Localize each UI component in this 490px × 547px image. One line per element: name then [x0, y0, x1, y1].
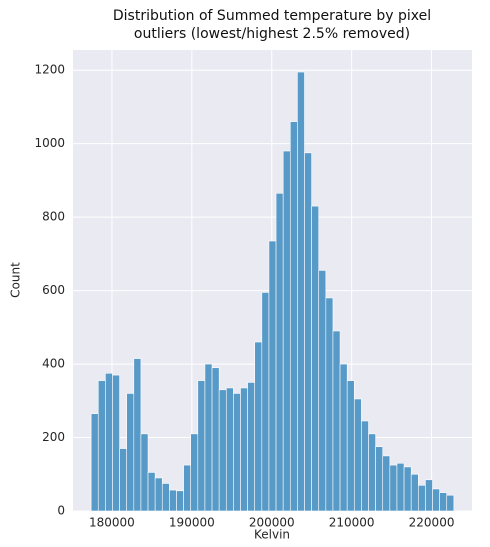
x-tick-label: 200000: [249, 516, 295, 530]
bar: [332, 330, 341, 512]
bar: [225, 387, 234, 512]
bar: [368, 433, 376, 512]
y-tick-label: 0: [57, 504, 65, 518]
bar: [240, 387, 248, 512]
x-tick-label: 210000: [329, 516, 375, 530]
bar: [289, 121, 298, 512]
bar: [90, 413, 99, 512]
bar: [176, 490, 184, 512]
bar: [311, 205, 320, 512]
bar: [353, 398, 362, 512]
y-tick-label: 600: [42, 283, 65, 297]
y-tick-label: 200: [42, 430, 65, 444]
bar: [396, 462, 405, 512]
bar: [282, 150, 291, 512]
bar: [268, 240, 277, 512]
bar: [247, 382, 256, 512]
bar: [361, 420, 369, 512]
bar: [161, 483, 170, 512]
bar: [154, 477, 163, 512]
bar: [389, 464, 398, 512]
bar: [105, 372, 113, 512]
bar: [304, 152, 312, 512]
bar: [439, 492, 448, 512]
bar: [204, 363, 213, 512]
bar: [425, 479, 433, 512]
bar: [382, 455, 391, 512]
chart-title: Distribution of Summed temperature by pi…: [113, 8, 431, 24]
y-tick-label: 1000: [34, 136, 65, 150]
bar: [218, 389, 227, 512]
bar: [410, 473, 419, 512]
y-tick-label: 400: [42, 357, 65, 371]
bar: [254, 341, 263, 512]
y-tick-label: 1200: [34, 63, 65, 77]
bar: [339, 363, 348, 512]
bar: [346, 380, 355, 512]
bar: [197, 380, 206, 512]
x-tick-label: 180000: [89, 516, 135, 530]
bar: [275, 192, 284, 512]
bar: [318, 270, 327, 512]
bar: [140, 433, 149, 512]
bar: [375, 446, 384, 512]
bar: [233, 393, 241, 512]
chart-title: outliers (lowest/highest 2.5% removed): [134, 26, 410, 42]
bar: [417, 484, 426, 512]
y-tick-label: 800: [42, 210, 65, 224]
bar: [403, 466, 412, 512]
bar: [126, 393, 135, 512]
bar: [183, 464, 192, 512]
bar: [147, 472, 156, 512]
y-axis-label: Count: [9, 262, 23, 298]
bar: [97, 380, 106, 512]
bar: [261, 292, 270, 512]
bar: [169, 489, 177, 512]
bar: [446, 494, 455, 512]
x-tick-label: 190000: [169, 516, 215, 530]
bar: [297, 71, 305, 512]
bar: [133, 358, 142, 512]
bar: [112, 374, 120, 512]
bar: [190, 433, 199, 512]
x-axis-label: Kelvin: [254, 528, 290, 542]
x-tick-label: 220000: [409, 516, 455, 530]
bar: [325, 297, 334, 512]
bar: [119, 448, 128, 512]
bar: [432, 488, 440, 512]
bar: [211, 367, 220, 512]
